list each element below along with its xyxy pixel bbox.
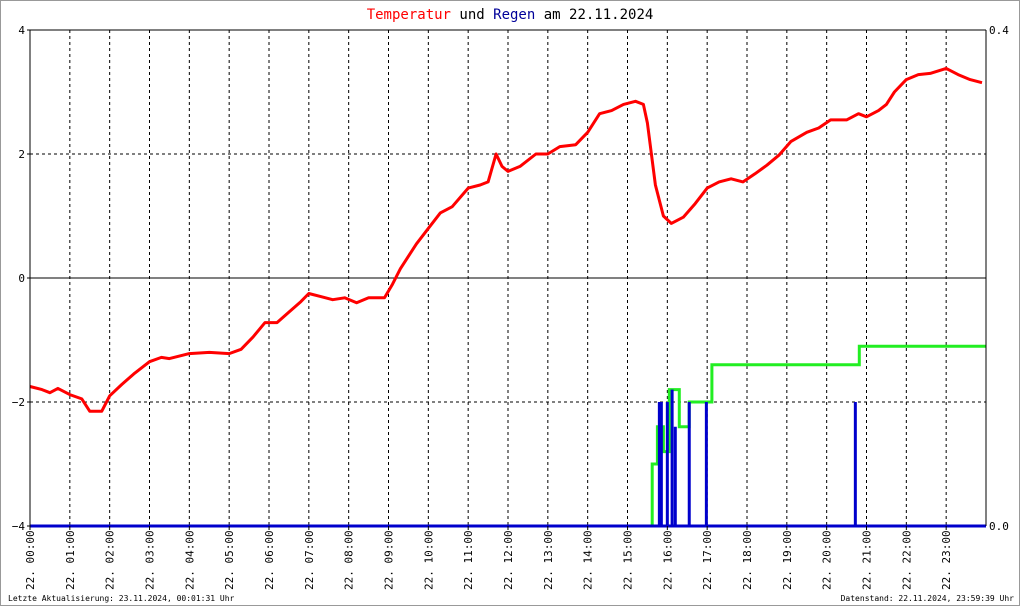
y-tick-label: −2 (12, 396, 25, 409)
x-tick-label: 22. 20:00 (821, 530, 834, 590)
x-tick-label: 22. 11:00 (462, 530, 475, 590)
footer-last-update: Letzte Aktualisierung: 23.11.2024, 00:01… (8, 594, 235, 603)
x-tick-label: 22. 15:00 (622, 530, 635, 590)
y-tick-label: −4 (12, 520, 26, 533)
y-tick-label: 0 (18, 272, 25, 285)
x-tick-label: 22. 08:00 (343, 530, 356, 590)
chart-title: Temperatur und Regen am 22.11.2024 (367, 7, 654, 23)
x-tick-label: 22. 00:00 (24, 530, 37, 590)
x-tick-label: 22. 09:00 (383, 530, 396, 590)
x-tick-label: 22. 03:00 (144, 530, 157, 590)
x-tick-label: 22. 22:00 (900, 530, 913, 590)
title-rain: Regen (493, 7, 535, 23)
x-tick-label: 22. 01:00 (64, 530, 77, 590)
y2-tick-label: 0.4 (989, 24, 1009, 37)
y-tick-label: 4 (18, 24, 25, 37)
x-tick-label: 22. 21:00 (861, 530, 874, 590)
y-tick-label: 2 (18, 148, 25, 161)
grid (30, 30, 986, 526)
x-tick-label: 22. 04:00 (183, 530, 196, 590)
x-tick-label: 22. 19:00 (781, 530, 794, 590)
y2-tick-label: 0.0 (989, 520, 1009, 533)
x-tick-label: 22. 10:00 (422, 530, 435, 590)
x-tick-label: 22. 17:00 (701, 530, 714, 590)
x-tick-label: 22. 16:00 (661, 530, 674, 590)
rain_cumulative-line (30, 344, 986, 528)
x-tick-label: 22. 14:00 (582, 530, 595, 590)
x-tick-label: 22. 07:00 (303, 530, 316, 590)
title-and: und (451, 7, 493, 23)
x-tick-label: 22. 02:00 (104, 530, 117, 590)
x-tick-label: 22. 23:00 (940, 530, 953, 590)
temperature-line (29, 66, 983, 413)
x-tick-label: 22. 05:00 (223, 530, 236, 590)
x-tick-label: 22. 12:00 (502, 530, 515, 590)
axes: −4 −2 0 2 4 0.0 0.4 22. 00:00 22. 01:00 22. 02:00… (12, 24, 1009, 590)
title-date: am 22.11.2024 (535, 7, 653, 23)
title-temperature: Temperatur (367, 7, 451, 23)
x-tick-label: 22. 06:00 (263, 530, 276, 590)
footer-data-timestamp: Datenstand: 22.11.2024, 23:59:39 Uhr (841, 594, 1015, 603)
x-tick-label: 22. 18:00 (741, 530, 754, 590)
x-tick-label: 22. 13:00 (542, 530, 555, 590)
